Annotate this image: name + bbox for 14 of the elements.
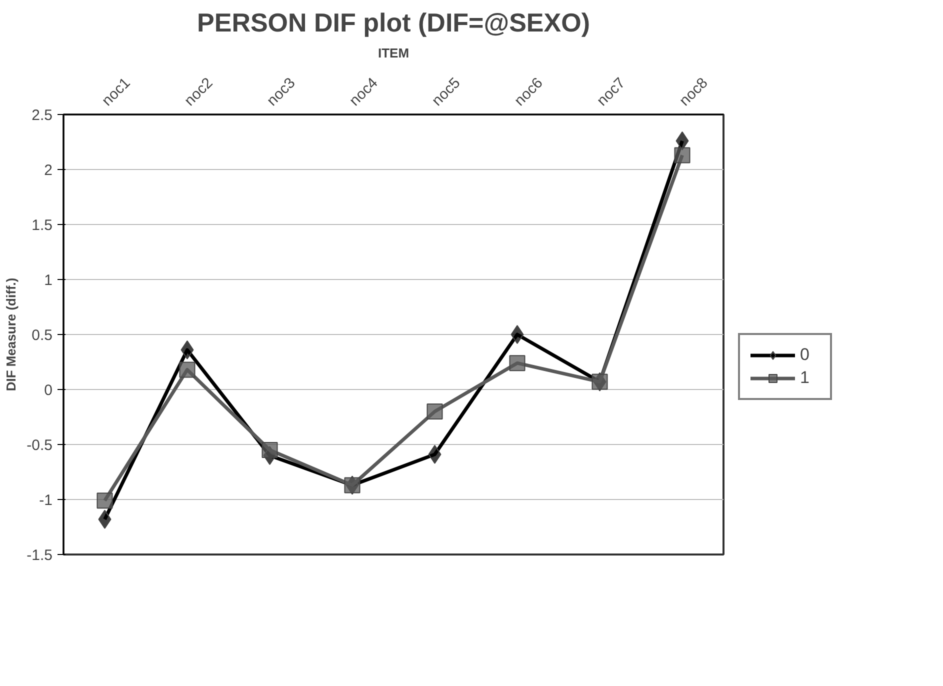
y-tick-label: -1: [39, 492, 53, 509]
y-tick-label: -0.5: [26, 437, 53, 454]
y-tick-label: 2: [44, 162, 52, 179]
x-axis-title: ITEM: [378, 45, 410, 60]
chart-title: PERSON DIF plot (DIF=@SEXO): [197, 8, 590, 38]
y-tick-label: 2.5: [32, 107, 53, 124]
legend-label: 0: [800, 345, 810, 365]
y-tick-label: 1: [44, 272, 52, 289]
y-tick-label: -1.5: [26, 547, 53, 564]
y-axis-title: DIF Measure (diff.): [4, 278, 19, 392]
y-tick-label: 0.5: [32, 327, 53, 344]
y-tick-label: 0: [44, 382, 52, 399]
legend-label: 1: [800, 368, 810, 388]
y-tick-label: 1.5: [32, 217, 53, 234]
